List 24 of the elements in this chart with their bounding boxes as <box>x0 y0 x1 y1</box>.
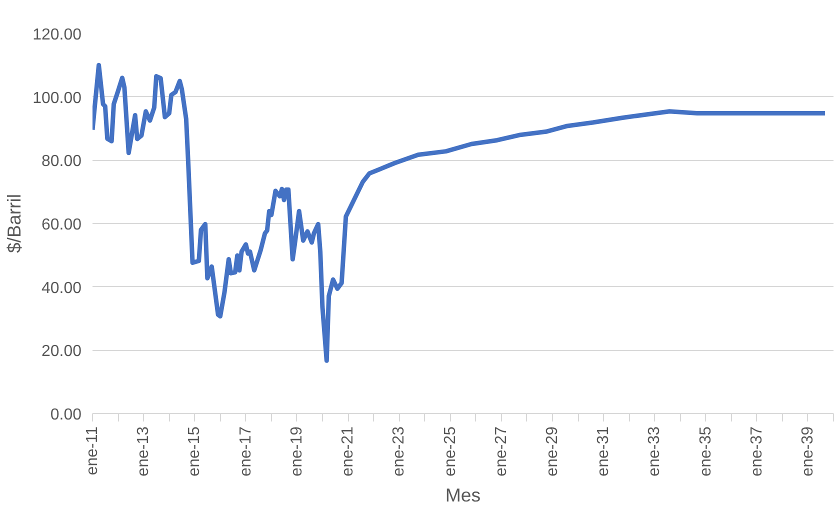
y-tick-label: 80.00 <box>41 153 82 170</box>
y-tick-label: 120.00 <box>32 26 82 44</box>
y-axis-title: $/Barril <box>4 194 25 254</box>
x-tick-label: ene-33 <box>646 426 664 476</box>
x-tick-label: ene-35 <box>697 426 714 476</box>
x-tick-label: ene-19 <box>288 426 306 476</box>
x-tick-label: ene-23 <box>390 426 408 476</box>
x-tick-label: ene-27 <box>492 426 510 476</box>
x-tick-label: ene-31 <box>595 426 612 476</box>
y-tick-label: 60.00 <box>41 216 82 234</box>
x-axis-title: Mes <box>445 484 481 506</box>
x-tick-label: ene-13 <box>135 426 152 476</box>
x-tick-label: ene-17 <box>237 426 254 476</box>
x-tick-label: ene-37 <box>748 426 766 476</box>
y-tick-label: 0.00 <box>50 406 82 424</box>
x-tick-label: ene-29 <box>544 426 561 476</box>
x-tick-label: ene-15 <box>186 426 204 476</box>
x-tick-label: ene-21 <box>340 426 357 476</box>
y-tick-label: 100.00 <box>32 90 82 107</box>
x-tick-label: ene-25 <box>442 426 459 476</box>
x-tick-label: ene-39 <box>799 426 816 476</box>
y-tick-label: 40.00 <box>41 280 82 297</box>
x-tick-label: ene-11 <box>84 426 101 476</box>
y-tick-label: 20.00 <box>41 343 82 360</box>
